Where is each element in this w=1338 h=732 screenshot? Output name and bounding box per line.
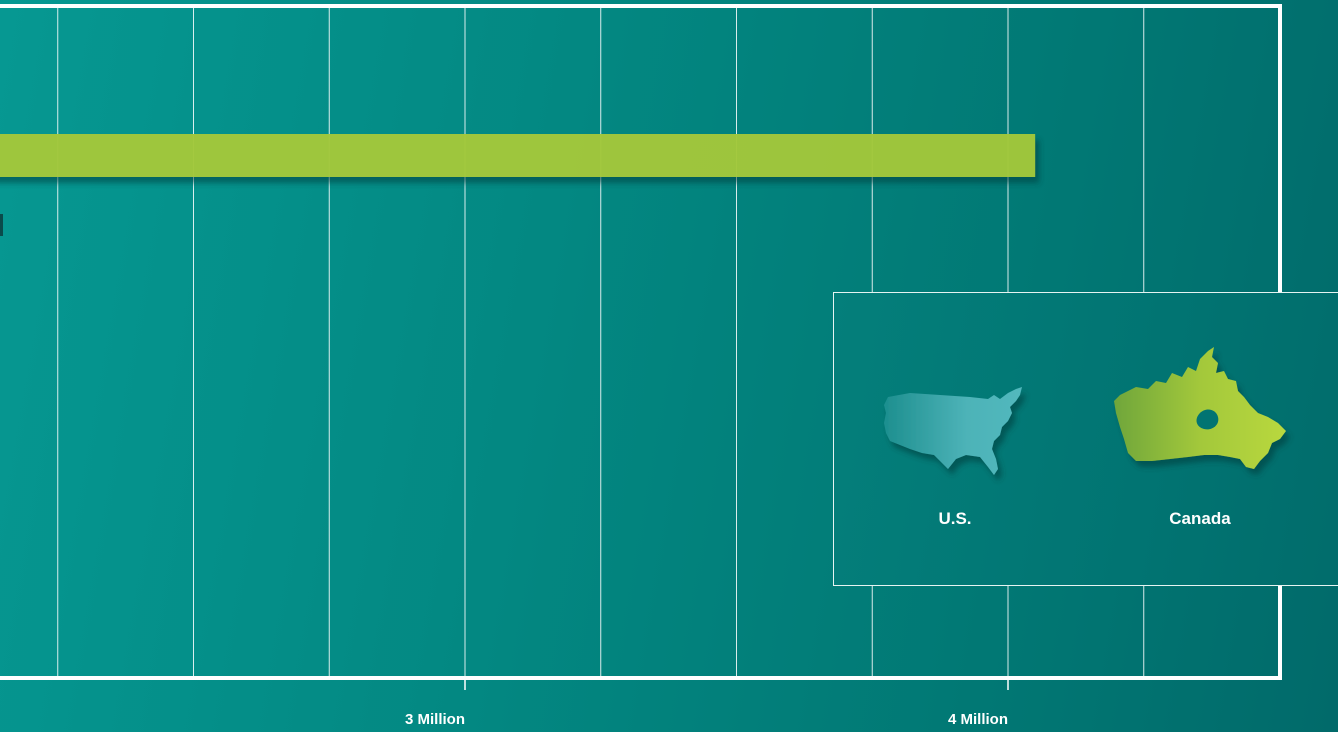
bar-canada — [0, 134, 1036, 177]
legend-item-canada: Canada — [1100, 343, 1300, 533]
legend: U.S. Canada — [833, 292, 1338, 586]
bars — [0, 134, 1036, 236]
x-tick-label: 4 Million — [948, 711, 1008, 728]
legend-item-us: U.S. — [870, 383, 1040, 533]
legend-label-us: U.S. — [938, 509, 972, 528]
canada-map-icon — [1114, 347, 1286, 469]
bar-partial — [0, 214, 3, 236]
us-map-icon — [884, 387, 1022, 475]
legend-label-canada: Canada — [1169, 509, 1231, 528]
x-axis-ticks: 3 Million 4 Million — [405, 678, 1009, 728]
x-tick-label: 3 Million — [405, 711, 465, 728]
